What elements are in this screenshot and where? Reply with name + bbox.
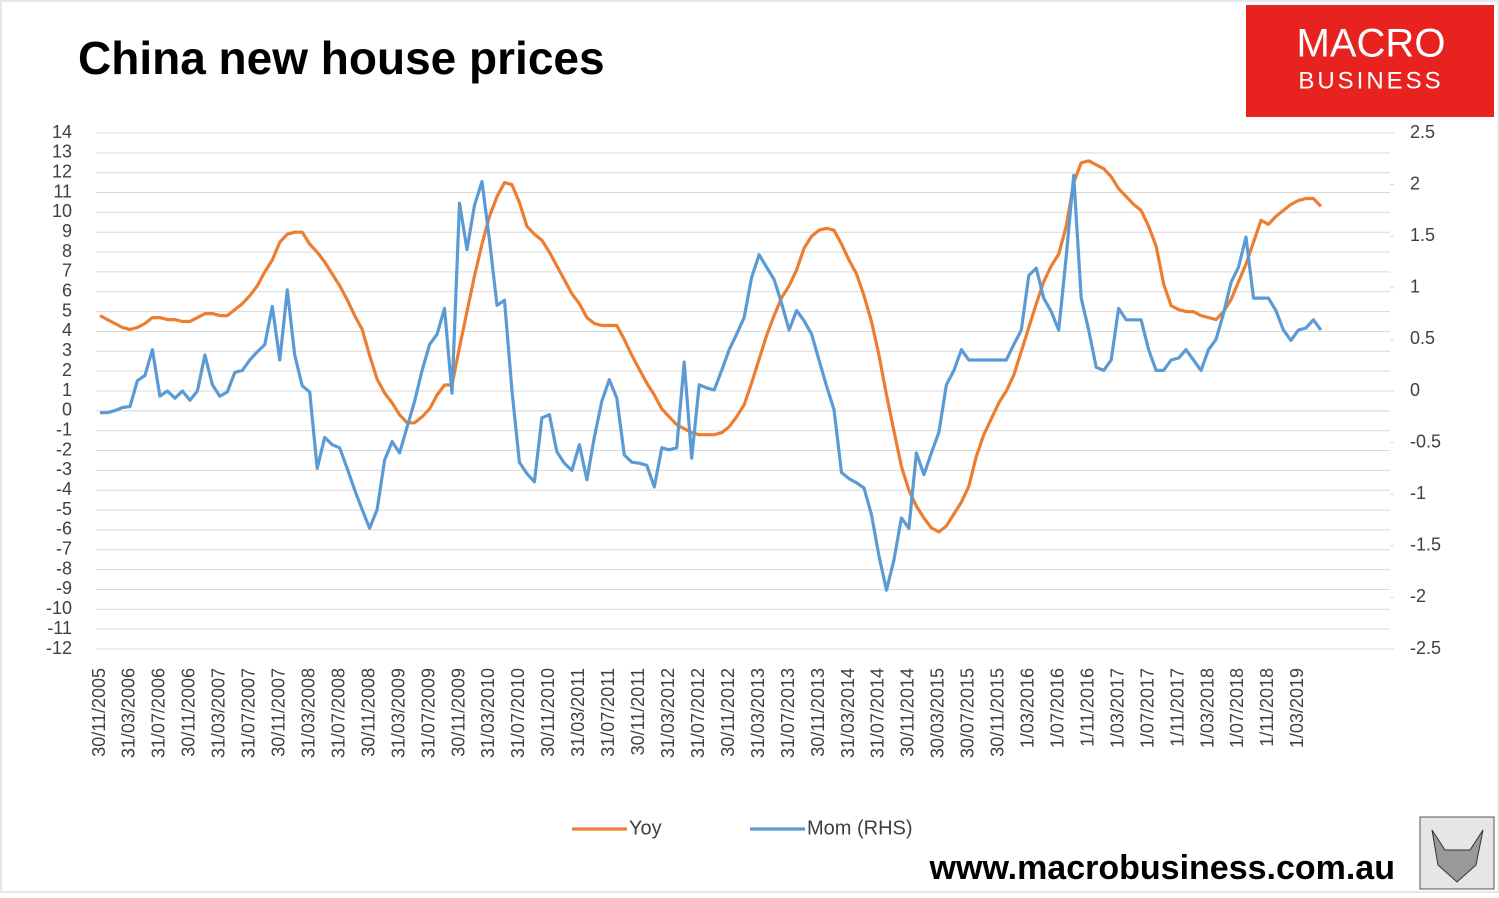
y-tick-label: -8 bbox=[56, 558, 72, 578]
footer: www.macrobusiness.com.au bbox=[929, 849, 1395, 887]
y-tick-label: 10 bbox=[52, 201, 72, 221]
y2-tick-label: 1 bbox=[1410, 277, 1420, 297]
y-tick-label: 3 bbox=[62, 340, 72, 360]
y-tick-label: -11 bbox=[47, 618, 72, 638]
y2-tick-label: 0 bbox=[1410, 380, 1420, 400]
y-tick-label: 0 bbox=[62, 400, 72, 420]
y-tick-label: 11 bbox=[53, 181, 72, 201]
x-tick-label: 31/03/2007 bbox=[209, 668, 229, 758]
logo-text: BUSINESS bbox=[1298, 67, 1443, 94]
y-tick-label: -10 bbox=[46, 598, 72, 618]
y-tick-label: -12 bbox=[46, 638, 72, 658]
x-tick-label: 31/03/2008 bbox=[298, 668, 318, 758]
y2-tick-label: 1.5 bbox=[1410, 225, 1435, 245]
x-tick-label: 1/11/2016 bbox=[1077, 668, 1097, 747]
x-tick-label: 31/07/2006 bbox=[149, 668, 169, 758]
x-tick-label: 30/11/2005 bbox=[89, 668, 109, 757]
chart-title: China new house prices bbox=[78, 32, 605, 84]
x-tick-label: 31/07/2012 bbox=[688, 668, 708, 758]
x-tick-label: 31/07/2007 bbox=[239, 668, 259, 758]
y-tick-label: -4 bbox=[56, 479, 72, 499]
y2-tick-label: -2 bbox=[1410, 586, 1426, 606]
x-tick-label: 30/11/2010 bbox=[538, 668, 558, 757]
y-tick-label: 7 bbox=[62, 261, 72, 281]
logo-box bbox=[1246, 5, 1494, 117]
x-tick-label: 31/07/2010 bbox=[508, 668, 528, 758]
y-tick-label: -1 bbox=[56, 419, 72, 439]
x-tick-label: 31/03/2013 bbox=[748, 668, 768, 758]
y2-tick-label: -1 bbox=[1410, 483, 1426, 503]
x-tick-label: 1/11/2018 bbox=[1257, 668, 1277, 747]
plot: 14131211109876543210-1-2-3-4-5-6-7-8-9-1… bbox=[46, 122, 1441, 840]
y-tick-label: 1 bbox=[62, 380, 72, 400]
y-tick-label: 6 bbox=[62, 281, 72, 301]
x-tick-label: 30/11/2006 bbox=[179, 668, 199, 757]
y-tick-label: -3 bbox=[56, 459, 72, 479]
x-tick-label: 30/11/2011 bbox=[628, 668, 648, 755]
x-tick-label: 30/11/2015 bbox=[988, 668, 1008, 757]
x-tick-label: 30/03/2015 bbox=[928, 668, 948, 758]
y-tick-label: 9 bbox=[62, 221, 72, 241]
x-tick-label: 31/07/2013 bbox=[778, 668, 798, 758]
x-tick-label: 30/11/2013 bbox=[808, 668, 828, 757]
x-tick-label: 31/07/2011 bbox=[598, 668, 618, 757]
x-tick-label: 31/03/2012 bbox=[658, 668, 678, 758]
x-tick-label: 31/07/2014 bbox=[868, 668, 888, 758]
x-tick-label: 1/07/2017 bbox=[1137, 668, 1157, 748]
y2-tick-label: 2 bbox=[1410, 173, 1420, 193]
x-tick-label: 1/07/2018 bbox=[1227, 668, 1247, 748]
series-line bbox=[100, 173, 1323, 592]
x-tick-label: 1/03/2019 bbox=[1287, 668, 1307, 748]
x-tick-label: 31/03/2009 bbox=[388, 668, 408, 758]
x-tick-label: 30/11/2014 bbox=[898, 668, 918, 757]
x-tick-label: 1/11/2017 bbox=[1167, 668, 1187, 747]
legend-label: Mom (RHS) bbox=[807, 817, 913, 839]
x-tick-label: 30/11/2012 bbox=[718, 668, 738, 757]
y-tick-label: -2 bbox=[56, 439, 72, 459]
y-tick-label: -5 bbox=[56, 499, 72, 519]
x-tick-label: 30/11/2007 bbox=[269, 668, 289, 757]
y-tick-label: 12 bbox=[52, 161, 72, 181]
fox-icon bbox=[1431, 829, 1484, 883]
y-tick-label: 8 bbox=[62, 241, 72, 261]
x-tick-label: 30/07/2015 bbox=[958, 668, 978, 758]
x-tick-label: 31/07/2009 bbox=[418, 668, 438, 758]
x-tick-label: 1/03/2016 bbox=[1018, 668, 1038, 748]
y-tick-label: -6 bbox=[56, 519, 72, 539]
x-tick-label: 31/07/2008 bbox=[328, 668, 348, 758]
y2-tick-label: 0.5 bbox=[1410, 328, 1435, 348]
x-tick-label: 1/07/2016 bbox=[1047, 668, 1067, 748]
series-line bbox=[99, 159, 1323, 534]
logo-text: MACRO bbox=[1297, 22, 1446, 66]
x-tick-label: 31/03/2010 bbox=[478, 668, 498, 758]
x-tick-label: 30/11/2009 bbox=[448, 668, 468, 757]
x-tick-label: 31/03/2011 bbox=[568, 668, 588, 757]
x-tick-label: 30/11/2008 bbox=[358, 668, 378, 757]
y-tick-label: -9 bbox=[56, 578, 72, 598]
x-tick-label: 1/03/2018 bbox=[1197, 668, 1217, 748]
y2-tick-label: -1.5 bbox=[1410, 535, 1441, 555]
x-tick-label: 31/03/2006 bbox=[119, 668, 139, 758]
x-tick-label: 31/03/2014 bbox=[838, 668, 858, 758]
y2-tick-label: -2.5 bbox=[1410, 638, 1441, 658]
y2-tick-label: -0.5 bbox=[1410, 431, 1441, 451]
x-tick-label: 1/03/2017 bbox=[1107, 668, 1127, 748]
y-tick-label: 14 bbox=[52, 122, 72, 142]
y-tick-label: 13 bbox=[52, 142, 72, 162]
y-tick-label: 4 bbox=[62, 320, 72, 340]
y2-tick-label: 2.5 bbox=[1410, 122, 1435, 142]
legend-label: Yoy bbox=[629, 817, 662, 839]
y-tick-label: -7 bbox=[56, 539, 72, 559]
y-tick-label: 5 bbox=[62, 300, 72, 320]
y-tick-label: 2 bbox=[62, 360, 72, 380]
